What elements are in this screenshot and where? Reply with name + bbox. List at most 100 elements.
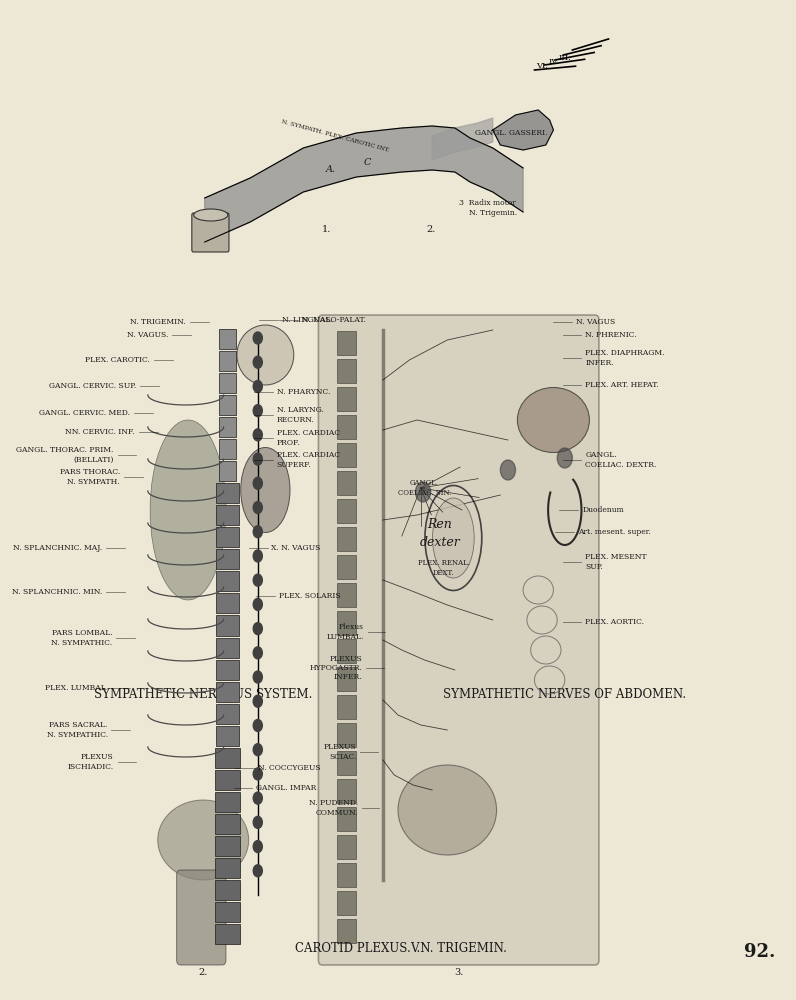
Bar (215, 814, 240, 834)
Text: V.N. TRIGEMIN.: V.N. TRIGEMIN. (410, 942, 507, 954)
Text: SYMPATHETIC NERVES OF ABDOMEN.: SYMPATHETIC NERVES OF ABDOMEN. (443, 688, 686, 702)
Bar (338, 359, 357, 383)
Text: PLEX. ART. HEPAT.: PLEX. ART. HEPAT. (585, 381, 659, 389)
Text: PARS THORAC.
N. SYMPATH.: PARS THORAC. N. SYMPATH. (60, 468, 120, 486)
Bar (338, 695, 357, 719)
Bar (338, 863, 357, 887)
Text: SYMPATHETIC NERVOUS SYSTEM.: SYMPATHETIC NERVOUS SYSTEM. (94, 688, 312, 702)
Text: PLEX. CARDIAC
SUPERF.: PLEX. CARDIAC SUPERF. (277, 451, 340, 469)
Text: N. LARYNG.
RECURN.: N. LARYNG. RECURN. (277, 406, 324, 424)
Bar (219, 351, 236, 371)
Text: X. N. VAGUS: X. N. VAGUS (271, 544, 321, 552)
Text: PARS SACRAL.
N. SYMPATHIC.: PARS SACRAL. N. SYMPATHIC. (46, 721, 107, 739)
Bar (338, 919, 357, 943)
Bar (338, 387, 357, 411)
Text: 3.: 3. (454, 968, 463, 977)
Bar (215, 748, 240, 768)
Bar (216, 549, 239, 569)
Bar (338, 443, 357, 467)
Text: N. SYMPATH. PLEX. CAROTIC INT.: N. SYMPATH. PLEX. CAROTIC INT. (280, 119, 390, 153)
Circle shape (253, 841, 263, 853)
Bar (216, 726, 239, 746)
Circle shape (253, 477, 263, 489)
Text: GANGL. CERVIC. MED.: GANGL. CERVIC. MED. (40, 409, 131, 417)
Text: PLEXUS
HYPOGASTR.
INFER.: PLEXUS HYPOGASTR. INFER. (310, 655, 362, 681)
Text: 1.: 1. (322, 225, 332, 234)
Text: N. LINGUAL.: N. LINGUAL. (282, 316, 333, 324)
Text: PLEXUS
SCIAC.: PLEXUS SCIAC. (324, 743, 357, 761)
Bar (216, 483, 239, 503)
Circle shape (557, 448, 572, 468)
Circle shape (253, 647, 263, 659)
Text: Art. mesent. super.: Art. mesent. super. (578, 528, 650, 536)
Circle shape (253, 671, 263, 683)
Text: A.: A. (326, 165, 336, 174)
Bar (219, 439, 236, 459)
Bar (338, 583, 357, 607)
Polygon shape (493, 110, 553, 150)
Circle shape (253, 332, 263, 344)
Text: IV.: IV. (548, 58, 559, 66)
Text: 3  Radix motor: 3 Radix motor (458, 199, 516, 207)
Ellipse shape (432, 498, 474, 578)
Circle shape (253, 744, 263, 756)
Bar (338, 723, 357, 747)
FancyBboxPatch shape (192, 213, 229, 252)
Bar (215, 792, 240, 812)
Circle shape (253, 405, 263, 417)
Circle shape (253, 768, 263, 780)
Circle shape (253, 526, 263, 538)
Text: GANGL. CERVIC. SUP.: GANGL. CERVIC. SUP. (49, 382, 136, 390)
Bar (338, 779, 357, 803)
Circle shape (253, 623, 263, 635)
Bar (338, 807, 357, 831)
Ellipse shape (240, 448, 290, 532)
Circle shape (253, 356, 263, 368)
Bar (219, 395, 236, 415)
Text: GANGL.
COELIAC. SIN.: GANGL. COELIAC. SIN. (398, 479, 451, 497)
Circle shape (253, 598, 263, 610)
Bar (338, 415, 357, 439)
Polygon shape (432, 118, 493, 160)
Text: GANGL. IMPAR: GANGL. IMPAR (256, 784, 317, 792)
Text: 2.: 2. (198, 968, 208, 977)
Text: N. SPLANCHNIC. MIN.: N. SPLANCHNIC. MIN. (12, 588, 103, 596)
Text: 2.: 2. (426, 225, 435, 234)
Bar (215, 924, 240, 944)
Text: III.: III. (559, 54, 572, 62)
Bar (216, 638, 239, 658)
Text: N. NASO-PALAT.: N. NASO-PALAT. (302, 316, 365, 324)
Ellipse shape (398, 765, 497, 855)
Ellipse shape (158, 800, 248, 880)
Bar (216, 505, 239, 525)
Circle shape (253, 719, 263, 731)
Bar (338, 891, 357, 915)
FancyBboxPatch shape (177, 870, 226, 965)
Text: N. TRIGEMIN.: N. TRIGEMIN. (130, 318, 185, 326)
Bar (338, 471, 357, 495)
Bar (219, 417, 236, 437)
FancyBboxPatch shape (318, 315, 599, 965)
Bar (215, 858, 240, 878)
Text: PLEXUS
ISCHIADIC.: PLEXUS ISCHIADIC. (68, 753, 114, 771)
Text: CAROTID PLEXUS.: CAROTID PLEXUS. (295, 942, 411, 954)
Bar (216, 682, 239, 702)
Bar (338, 611, 357, 635)
Text: Duodenum: Duodenum (582, 506, 624, 514)
Bar (215, 836, 240, 856)
Ellipse shape (193, 209, 228, 221)
Bar (338, 751, 357, 775)
Text: PLEX. RENAL.
DEXT.: PLEX. RENAL. DEXT. (417, 559, 470, 577)
Circle shape (253, 695, 263, 707)
Bar (338, 331, 357, 355)
Text: Plexus
LUMBAL.: Plexus LUMBAL. (326, 623, 364, 641)
Text: N. PHARYNC.: N. PHARYNC. (277, 388, 330, 396)
Bar (338, 639, 357, 663)
Bar (216, 527, 239, 547)
Text: GANGL.
COELIAC. DEXTR.: GANGL. COELIAC. DEXTR. (585, 451, 657, 469)
Bar (216, 615, 239, 636)
Bar (216, 571, 239, 591)
Circle shape (253, 574, 263, 586)
Bar (216, 704, 239, 724)
Text: NN. CERVIC. INF.: NN. CERVIC. INF. (65, 428, 135, 436)
